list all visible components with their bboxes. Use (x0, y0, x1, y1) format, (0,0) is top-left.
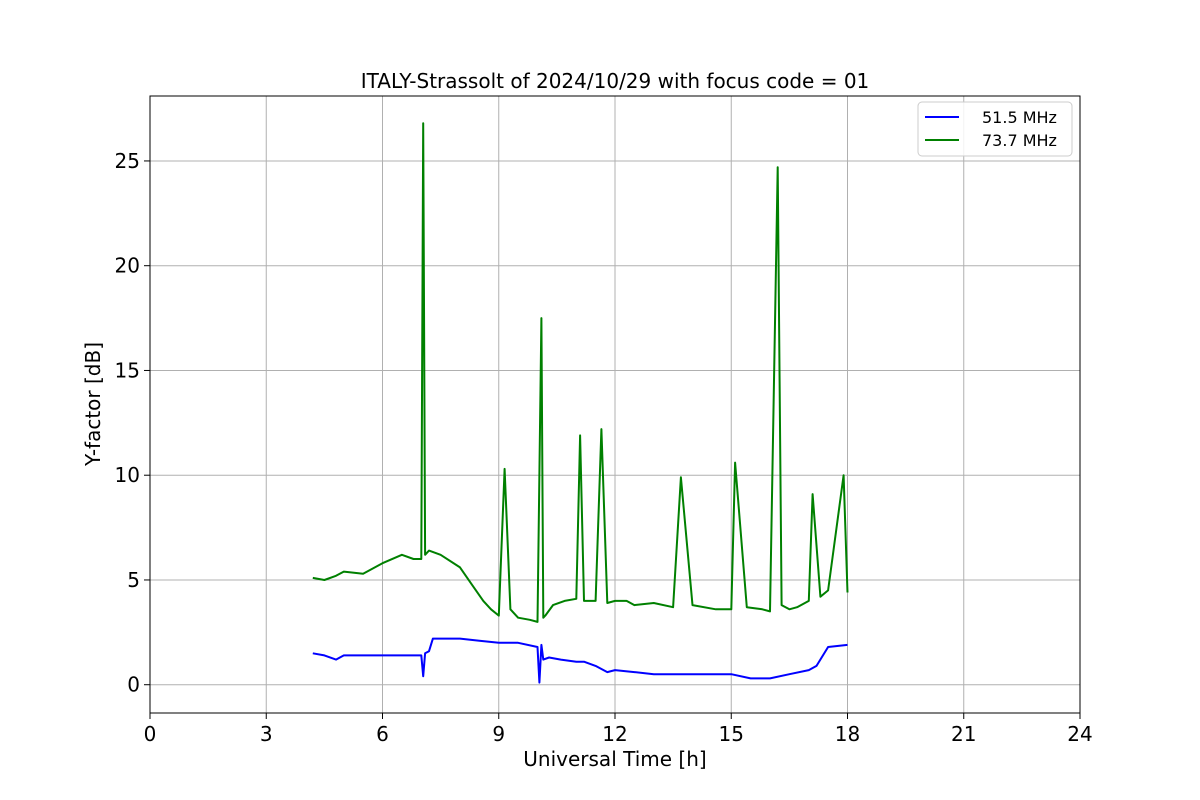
x-tick-label: 24 (1067, 722, 1092, 746)
x-tick-label: 3 (260, 722, 273, 746)
y-tick-label: 0 (127, 673, 140, 697)
chart-title: ITALY-Strassolt of 2024/10/29 with focus… (361, 69, 870, 93)
x-tick-label: 15 (719, 722, 744, 746)
x-axis-ticks: 0 3 6 9 12 15 18 21 24 (144, 713, 1093, 746)
legend-box (917, 101, 1073, 157)
x-tick-label: 12 (602, 722, 627, 746)
x-axis-label: Universal Time [h] (523, 747, 706, 771)
y-tick-label: 15 (115, 358, 140, 382)
legend: 51.5 MHz 73.7 MHz (917, 101, 1073, 157)
y-tick-label: 20 (115, 254, 140, 278)
y-axis-ticks: 0 5 10 15 20 25 (115, 149, 150, 697)
y-axis-label: Y-factor [dB] (81, 342, 105, 467)
series-line-73-7-mhz (312, 122, 849, 623)
x-tick-label: 18 (835, 722, 860, 746)
x-tick-label: 6 (376, 722, 389, 746)
y-tick-label: 10 (115, 463, 140, 487)
grid (149, 96, 1081, 713)
series-layer (312, 122, 849, 684)
legend-label-51-5-mhz: 51.5 MHz (982, 108, 1057, 127)
x-tick-label: 9 (492, 722, 505, 746)
y-tick-label: 25 (115, 149, 140, 173)
series-line-51-5-mhz (312, 637, 848, 684)
legend-label-73-7-mhz: 73.7 MHz (982, 131, 1057, 150)
x-tick-label: 0 (144, 722, 157, 746)
y-tick-label: 5 (127, 568, 140, 592)
x-tick-label: 21 (951, 722, 976, 746)
